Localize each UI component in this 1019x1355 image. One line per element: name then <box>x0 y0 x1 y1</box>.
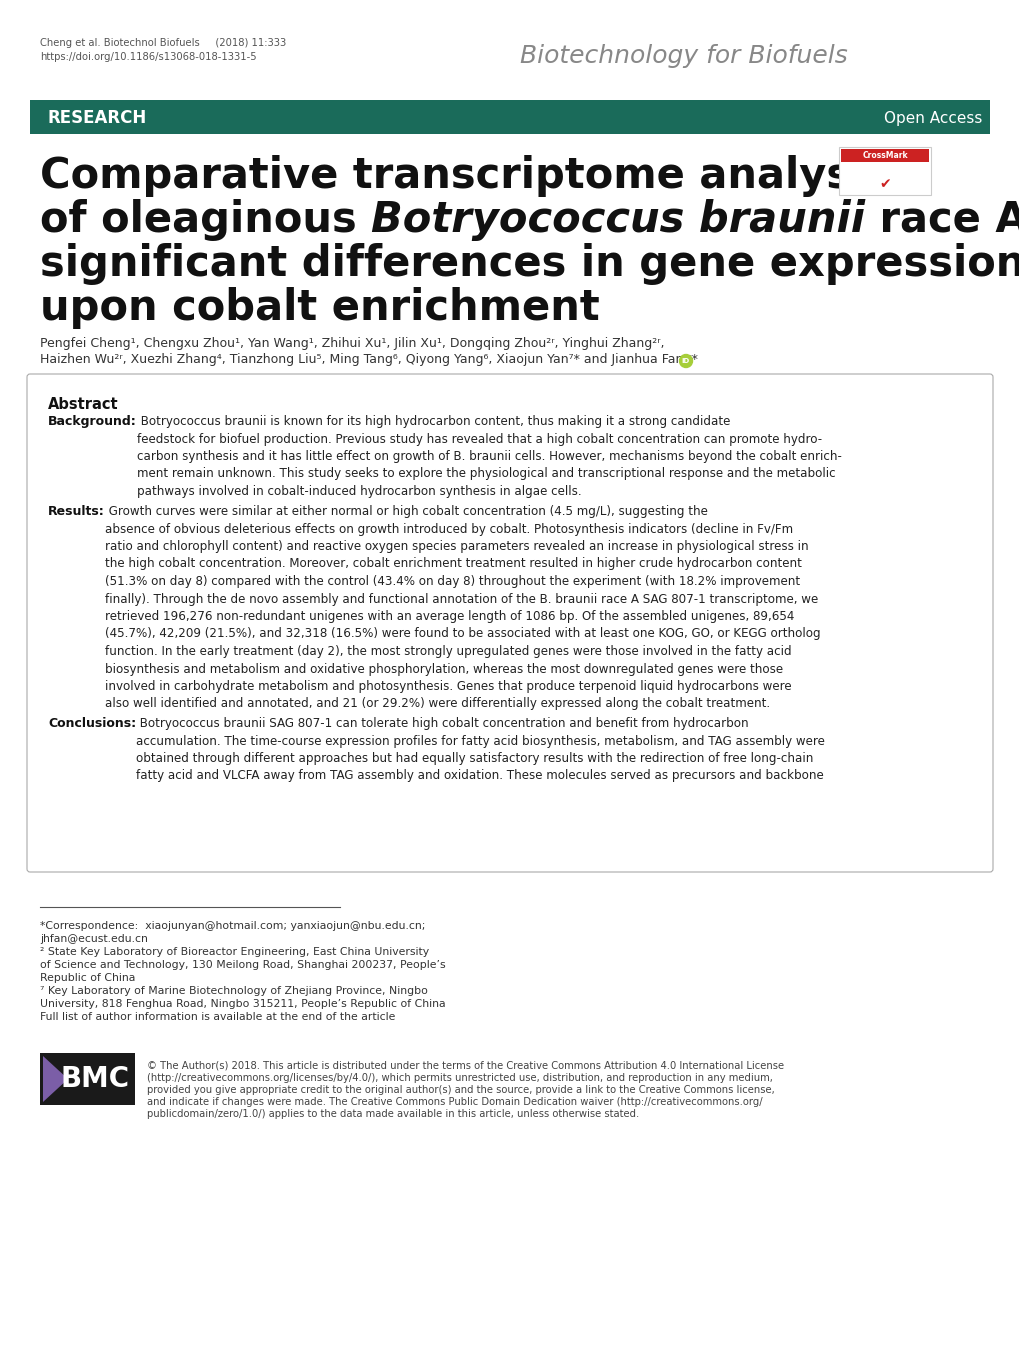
Text: Republic of China: Republic of China <box>40 973 136 982</box>
Text: Comparative transcriptome analyses: Comparative transcriptome analyses <box>40 154 903 196</box>
Text: Full list of author information is available at the end of the article: Full list of author information is avail… <box>40 1012 395 1022</box>
Polygon shape <box>43 1056 68 1102</box>
Text: Botryococcus braunii is known for its high hydrocarbon content, thus making it a: Botryococcus braunii is known for its hi… <box>137 415 841 499</box>
Text: Conclusions:: Conclusions: <box>48 717 136 730</box>
Text: of Science and Technology, 130 Meilong Road, Shanghai 200237, People’s: of Science and Technology, 130 Meilong R… <box>40 959 445 970</box>
Text: Haizhen Wu²ʳ, Xuezhi Zhang⁴, Tianzhong Liu⁵, Ming Tang⁶, Qiyong Yang⁶, Xiaojun Y: Haizhen Wu²ʳ, Xuezhi Zhang⁴, Tianzhong L… <box>40 354 697 366</box>
Text: Botryococcus braunii SAG 807-1 can tolerate high cobalt concentration and benefi: Botryococcus braunii SAG 807-1 can toler… <box>136 717 824 782</box>
Text: https://doi.org/10.1186/s13068-018-1331-5: https://doi.org/10.1186/s13068-018-1331-… <box>40 51 257 62</box>
Text: ⁷ Key Laboratory of Marine Biotechnology of Zhejiang Province, Ningbo: ⁷ Key Laboratory of Marine Biotechnology… <box>40 986 427 996</box>
Text: Background:: Background: <box>48 415 137 428</box>
Text: and indicate if changes were made. The Creative Commons Public Domain Dedication: and indicate if changes were made. The C… <box>147 1098 762 1107</box>
Text: of oleaginous: of oleaginous <box>40 199 371 241</box>
Text: © The Author(s) 2018. This article is distributed under the terms of the Creativ: © The Author(s) 2018. This article is di… <box>147 1061 784 1070</box>
Text: Abstract: Abstract <box>48 397 118 412</box>
Bar <box>30 100 989 134</box>
Text: Growth curves were similar at either normal or high cobalt concentration (4.5 mg: Growth curves were similar at either nor… <box>105 505 819 710</box>
Text: Biotechnology for Biofuels: Biotechnology for Biofuels <box>520 43 847 68</box>
Text: ² State Key Laboratory of Bioreactor Engineering, East China University: ² State Key Laboratory of Bioreactor Eng… <box>40 947 429 957</box>
Text: BMC: BMC <box>61 1065 130 1093</box>
Text: *Correspondence:  xiaojunyan@hotmail.com; yanxiaojun@nbu.edu.cn;: *Correspondence: xiaojunyan@hotmail.com;… <box>40 921 425 931</box>
Bar <box>40 1053 135 1104</box>
Text: Pengfei Cheng¹, Chengxu Zhou¹, Yan Wang¹, Zhihui Xu¹, Jilin Xu¹, Dongqing Zhou²ʳ: Pengfei Cheng¹, Chengxu Zhou¹, Yan Wang¹… <box>40 337 663 350</box>
Text: ✔: ✔ <box>878 178 890 191</box>
FancyBboxPatch shape <box>26 374 993 873</box>
Bar <box>841 149 928 163</box>
FancyBboxPatch shape <box>839 146 930 195</box>
Text: University, 818 Fenghua Road, Ningbo 315211, People’s Republic of China: University, 818 Fenghua Road, Ningbo 315… <box>40 999 445 1009</box>
Text: significant differences in gene expression: significant differences in gene expressi… <box>40 243 1019 285</box>
Text: jhfan@ecust.edu.cn: jhfan@ecust.edu.cn <box>40 934 148 944</box>
Text: publicdomain/zero/1.0/) applies to the data made available in this article, unle: publicdomain/zero/1.0/) applies to the d… <box>147 1108 639 1119</box>
Text: Results:: Results: <box>48 505 105 518</box>
Text: Open Access: Open Access <box>882 111 981 126</box>
Text: Cheng et al. Biotechnol Biofuels     (2018) 11:333: Cheng et al. Biotechnol Biofuels (2018) … <box>40 38 286 47</box>
Text: provided you give appropriate credit to the original author(s) and the source, p: provided you give appropriate credit to … <box>147 1085 774 1095</box>
Text: (http://creativecommons.org/licenses/by/4.0/), which permits unrestricted use, d: (http://creativecommons.org/licenses/by/… <box>147 1073 772 1083</box>
Text: race A reveal: race A reveal <box>864 199 1019 241</box>
Text: CrossMark: CrossMark <box>861 150 907 160</box>
Text: upon cobalt enrichment: upon cobalt enrichment <box>40 287 599 329</box>
Text: iD: iD <box>682 358 690 364</box>
Circle shape <box>679 355 692 367</box>
Text: RESEARCH: RESEARCH <box>48 108 147 127</box>
Text: Botryococcus braunii: Botryococcus braunii <box>371 199 864 241</box>
